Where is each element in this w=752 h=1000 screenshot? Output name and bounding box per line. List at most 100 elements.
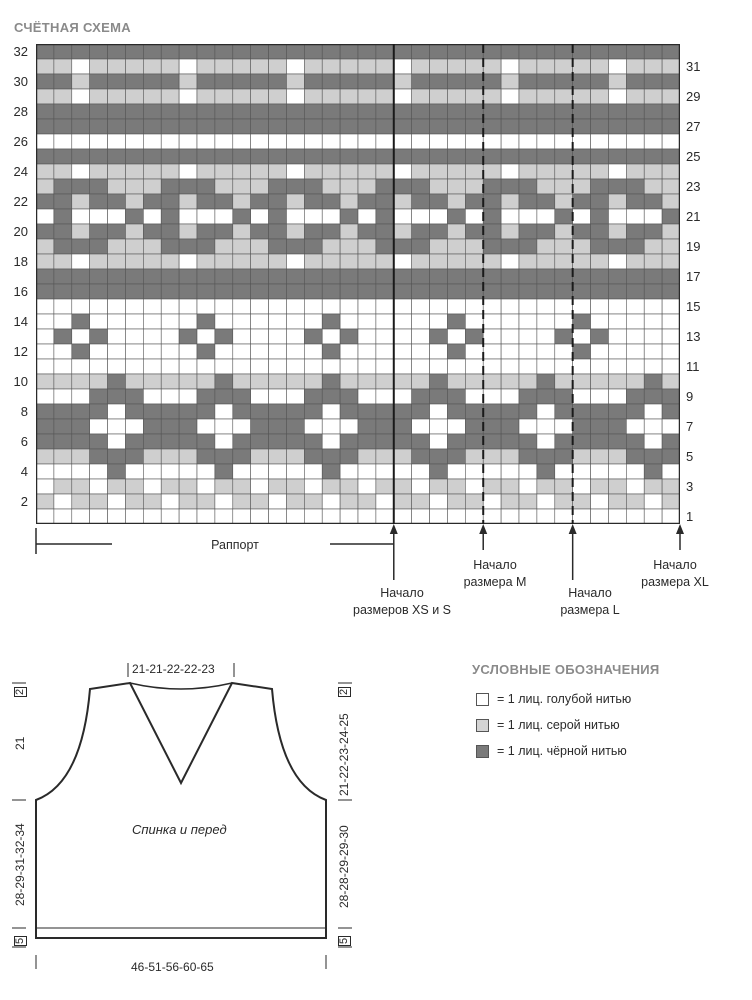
chart-cell: [393, 88, 412, 105]
chart-cell: [304, 208, 323, 225]
chart-cell: [160, 58, 180, 75]
chart-cell: [143, 373, 162, 390]
chart-cell: [411, 433, 430, 450]
chart-cell: [89, 178, 108, 195]
chart-cell: [268, 103, 287, 120]
chart-cell: [643, 493, 663, 510]
chart-cell: [339, 44, 359, 60]
chart-cell: [107, 463, 126, 480]
row-number-right: 25: [686, 148, 701, 164]
chart-cell: [482, 44, 502, 60]
chart-cell: [304, 478, 323, 495]
chart-cell: [125, 103, 144, 120]
chart-cell: [608, 223, 627, 240]
chart-cell: [500, 403, 520, 420]
swatch-black-icon: [476, 744, 489, 758]
chart-cell: [304, 493, 323, 510]
chart-cell: [572, 328, 591, 345]
chart-cell: [250, 283, 269, 300]
chart-cell: [661, 418, 680, 435]
chart-cell: [500, 268, 520, 285]
chart-cell: [393, 133, 412, 150]
chart-cell: [429, 208, 448, 225]
chart-cell: [143, 268, 162, 285]
chart-cell: [250, 253, 269, 270]
chart-cell: [590, 44, 609, 60]
chart-cell: [500, 433, 520, 450]
chart-cell: [554, 223, 573, 240]
chart-cell: [447, 433, 466, 450]
row-number-left: 20: [13, 223, 28, 239]
right-armhole-label: 21-22-23-24-25: [337, 713, 351, 796]
chart-cell: [107, 448, 126, 465]
chart-cell: [393, 178, 412, 195]
chart-cell: [357, 223, 377, 240]
chart-cell: [465, 253, 484, 270]
chart-cell: [661, 73, 680, 90]
chart-cell: [500, 328, 520, 345]
chart-cell: [232, 103, 251, 120]
chart-cell: [411, 478, 430, 495]
chart-cell: [465, 478, 484, 495]
chart-cell: [268, 463, 287, 480]
chart-cell: [321, 448, 341, 465]
chart-cell: [268, 328, 287, 345]
chart-cell: [429, 298, 448, 315]
chart-cell: [536, 343, 556, 360]
chart-cell: [590, 208, 609, 225]
chart-cell: [232, 493, 251, 510]
chart-cell: [590, 418, 609, 435]
chart-cell: [482, 178, 502, 195]
chart-cell: [482, 373, 502, 390]
chart-cell: [465, 88, 484, 105]
left-hem-label: 5: [14, 935, 27, 946]
chart-cell: [71, 103, 90, 120]
chart-cell: [626, 73, 645, 90]
row-number-right: 1: [686, 508, 694, 524]
chart-cell: [89, 373, 108, 390]
chart-cell: [286, 163, 305, 180]
chart-cell: [465, 44, 484, 60]
chart-cell: [375, 463, 395, 480]
chart-cell: [286, 448, 305, 465]
chart-cell: [500, 238, 520, 255]
chart-cell: [411, 283, 430, 300]
chart-cell: [232, 298, 251, 315]
chart-cell: [572, 403, 591, 420]
chart-cell: [321, 418, 341, 435]
chart-cell: [160, 163, 180, 180]
chart-cell: [661, 328, 680, 345]
chart-cell: [518, 44, 538, 60]
chart-cell: [304, 448, 323, 465]
row-number-left: 14: [13, 313, 28, 329]
chart-cell: [554, 73, 573, 90]
chart-cell: [554, 193, 573, 210]
marker-l-line1: Начало: [568, 586, 612, 600]
chart-cell: [357, 343, 377, 360]
chart-cell: [107, 133, 126, 150]
chart-cell: [375, 44, 395, 60]
chart-cell: [411, 88, 430, 105]
chart-cell: [608, 44, 627, 60]
chart-cell: [500, 388, 520, 405]
chart-cell: [626, 313, 645, 330]
chart-cell: [321, 118, 341, 135]
chart-cell: [518, 478, 538, 495]
chart-cell: [268, 358, 287, 375]
chart-cell: [196, 223, 216, 240]
chart-cell: [626, 58, 645, 75]
chart-cell: [321, 358, 341, 375]
chart-cell: [465, 118, 484, 135]
chart-cell: [411, 193, 430, 210]
chart-cell: [429, 223, 448, 240]
chart-cell: [429, 313, 448, 330]
chart-cell: [447, 238, 466, 255]
chart-cell: [160, 88, 180, 105]
chart-cell: [232, 163, 251, 180]
chart-cell: [572, 448, 591, 465]
chart-cell: [304, 133, 323, 150]
chart-cell: [107, 103, 126, 120]
chart-cell: [286, 343, 305, 360]
legend-list: = 1 лиц. голубой нитью = 1 лиц. серой ни…: [476, 686, 631, 764]
chart-cell: [608, 493, 627, 510]
